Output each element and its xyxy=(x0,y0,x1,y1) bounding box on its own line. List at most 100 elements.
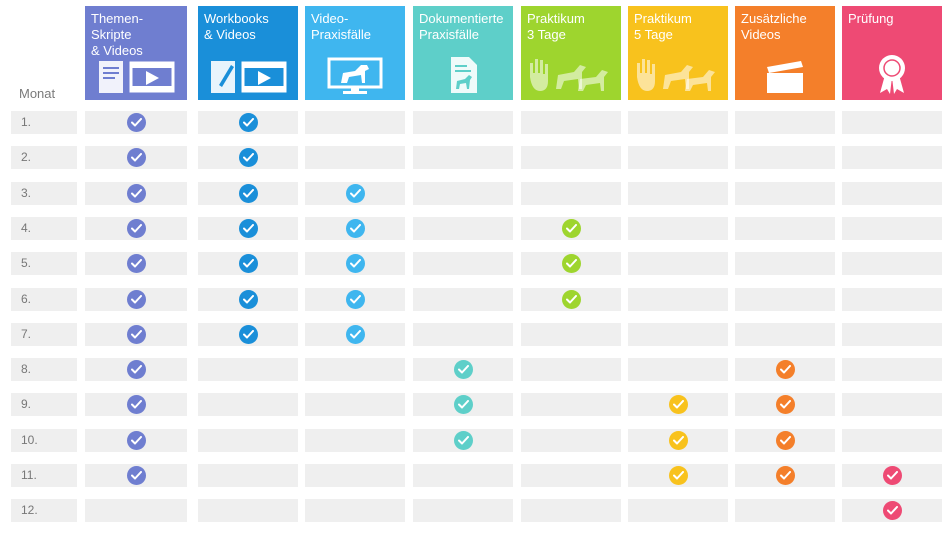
check-icon xyxy=(126,219,146,238)
grid-cell xyxy=(413,499,513,522)
check-icon xyxy=(453,431,473,450)
grid-cell xyxy=(305,146,405,169)
grid-cell xyxy=(305,111,405,134)
column-header-3: Video- Praxisfälle xyxy=(305,6,405,100)
check-icon xyxy=(238,184,258,203)
check-icon xyxy=(775,466,795,485)
grid-cell xyxy=(842,323,942,346)
check-icon xyxy=(775,360,795,379)
grid-cell xyxy=(413,323,513,346)
check-icon xyxy=(775,395,795,414)
column-title: Themen-Skripte & Videos xyxy=(91,11,144,58)
grid-cell xyxy=(735,499,835,522)
column-header-4: Dokumentierte Praxisfälle xyxy=(413,6,513,100)
check-icon xyxy=(668,466,688,485)
check-icon xyxy=(345,254,365,273)
grid-cell xyxy=(628,252,728,275)
grid-cell xyxy=(735,217,835,240)
grid-cell xyxy=(842,429,942,452)
column-header-2: Workbooks & Videos xyxy=(198,6,298,100)
month-label: 1. xyxy=(11,111,77,134)
check-icon xyxy=(882,501,902,520)
check-icon xyxy=(126,113,146,132)
grid-cell xyxy=(521,182,621,205)
grid-cell xyxy=(198,499,298,522)
month-label: 6. xyxy=(11,288,77,311)
grid-cell xyxy=(305,393,405,416)
check-icon xyxy=(561,290,581,309)
month-label: 10. xyxy=(11,429,77,452)
grid-cell xyxy=(521,464,621,487)
month-label: 2. xyxy=(11,146,77,169)
grid-cell xyxy=(735,111,835,134)
column-header-7: Zusätzliche Videos xyxy=(735,6,835,100)
grid-cell xyxy=(842,217,942,240)
month-label: 7. xyxy=(11,323,77,346)
grid-cell xyxy=(305,464,405,487)
grid-cell xyxy=(628,358,728,381)
grid-cell xyxy=(842,358,942,381)
check-icon xyxy=(238,254,258,273)
grid-cell xyxy=(521,429,621,452)
check-icon xyxy=(126,254,146,273)
grid-cell xyxy=(521,393,621,416)
grid-cell xyxy=(628,182,728,205)
grid-cell xyxy=(628,288,728,311)
check-icon xyxy=(238,325,258,344)
document-horse-icon xyxy=(413,55,513,95)
check-icon xyxy=(775,431,795,450)
check-icon xyxy=(126,431,146,450)
check-icon xyxy=(126,395,146,414)
check-icon xyxy=(126,466,146,485)
check-icon xyxy=(126,290,146,309)
check-icon xyxy=(126,184,146,203)
column-title: Praktikum 5 Tage xyxy=(634,11,692,42)
check-icon xyxy=(238,219,258,238)
month-label: 8. xyxy=(11,358,77,381)
grid-cell xyxy=(413,217,513,240)
grid-cell xyxy=(413,146,513,169)
check-icon xyxy=(561,219,581,238)
grid-cell xyxy=(735,323,835,346)
check-icon xyxy=(668,431,688,450)
grid-cell xyxy=(842,288,942,311)
check-icon xyxy=(561,254,581,273)
check-icon xyxy=(345,290,365,309)
grid-cell xyxy=(413,111,513,134)
grid-cell xyxy=(198,429,298,452)
grid-cell xyxy=(413,464,513,487)
workbook-video-icon xyxy=(198,59,298,95)
grid-cell xyxy=(521,499,621,522)
grid-cell xyxy=(628,217,728,240)
check-icon xyxy=(126,325,146,344)
grid-cell xyxy=(628,499,728,522)
grid-cell xyxy=(521,146,621,169)
grid-cell xyxy=(628,323,728,346)
grid-cell xyxy=(842,393,942,416)
column-title: Dokumentierte Praxisfälle xyxy=(419,11,504,42)
check-icon xyxy=(668,395,688,414)
hand-animals-icon xyxy=(521,55,621,95)
grid-cell xyxy=(305,429,405,452)
clapperboard-icon xyxy=(735,59,835,95)
month-label: 12. xyxy=(11,499,77,522)
month-label: 4. xyxy=(11,217,77,240)
grid-cell xyxy=(842,146,942,169)
column-header-5: Praktikum 3 Tage xyxy=(521,6,621,100)
month-label: 3. xyxy=(11,182,77,205)
column-title: Zusätzliche Videos xyxy=(741,11,807,42)
grid-cell xyxy=(628,111,728,134)
check-icon xyxy=(453,395,473,414)
grid-cell xyxy=(305,499,405,522)
grid-cell xyxy=(413,288,513,311)
grid-cell xyxy=(735,182,835,205)
grid-cell xyxy=(735,252,835,275)
grid-cell xyxy=(521,111,621,134)
grid-cell xyxy=(198,464,298,487)
grid-cell xyxy=(198,358,298,381)
check-icon xyxy=(345,184,365,203)
grid-cell xyxy=(521,358,621,381)
column-title: Video- Praxisfälle xyxy=(311,11,371,42)
grid-cell xyxy=(521,323,621,346)
column-header-8: Prüfung xyxy=(842,6,942,100)
